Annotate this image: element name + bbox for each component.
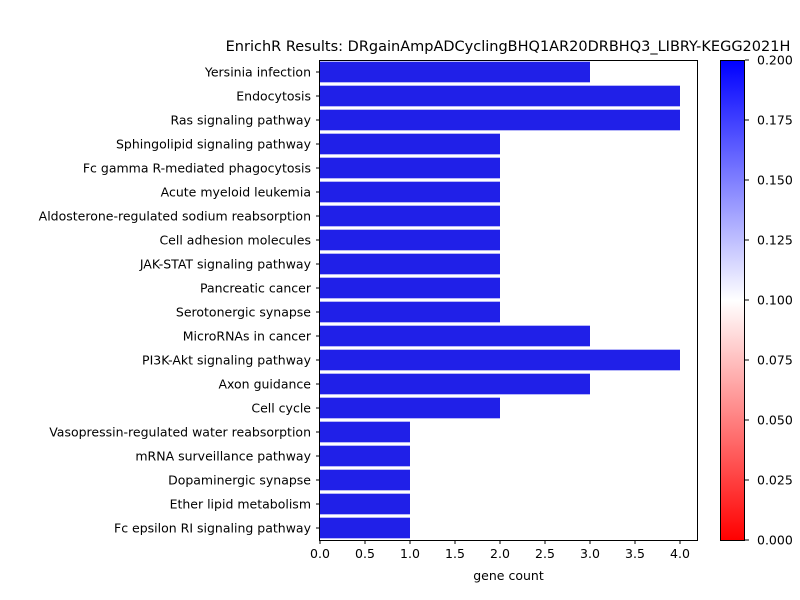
y-tick-label: Fc epsilon RI signaling pathway	[114, 521, 312, 536]
bar	[320, 373, 590, 395]
bar	[320, 349, 680, 371]
x-tick-label: 1.5	[445, 546, 465, 561]
colorbar-tick-label: 0.000	[757, 533, 793, 548]
colorbar-tick-label: 0.125	[757, 233, 793, 248]
bar	[320, 133, 500, 155]
colorbar-tick-label: 0.100	[757, 293, 793, 308]
colorbar-ticks: 0.000 0.025 0.050 0.075 0.100 0.125 0.150 0.175…	[745, 53, 793, 548]
y-tick-label: Pancreatic cancer	[200, 281, 312, 296]
y-tick-label: Serotonergic synapse	[176, 305, 311, 320]
bar	[320, 109, 680, 131]
x-axis-label: gene count	[473, 568, 544, 583]
x-tick-label: 0.0	[310, 546, 330, 561]
y-tick-label: Yersinia infection	[204, 65, 311, 80]
bar	[320, 325, 590, 347]
x-tick-label: 1.0	[400, 546, 420, 561]
y-tick-label: Sphingolipid signaling pathway	[116, 137, 312, 152]
x-tick-label: 0.5	[355, 546, 375, 561]
y-tick-label: PI3K-Akt signaling pathway	[142, 353, 312, 368]
y-tick-label: JAK-STAT signaling pathway	[139, 257, 312, 272]
y-tick-label: Ras signaling pathway	[170, 113, 311, 128]
bar	[320, 229, 500, 251]
y-tick-label: Cell cycle	[251, 401, 311, 416]
x-tick-label: 3.0	[580, 546, 600, 561]
y-tick-label: Axon guidance	[218, 377, 311, 392]
colorbar-tick-label: 0.025	[757, 473, 793, 488]
colorbar-tick-label: 0.150	[757, 173, 793, 188]
x-tick-label: 4.0	[670, 546, 690, 561]
colorbar-tick-label: 0.050	[757, 413, 793, 428]
y-tick-label: Acute myeloid leukemia	[161, 185, 311, 200]
x-tick-label: 2.5	[535, 546, 555, 561]
bar	[320, 421, 410, 443]
bar	[320, 61, 590, 83]
bar	[320, 253, 500, 275]
colorbar: 0.000 0.025 0.050 0.075 0.100 0.125 0.150 0.175…	[720, 53, 793, 548]
bars-group	[320, 61, 680, 539]
colorbar-tick-label: 0.200	[757, 53, 793, 68]
colorbar-tick-label: 0.175	[757, 113, 793, 128]
x-tick-label: 2.0	[490, 546, 510, 561]
x-axis: 0.0 0.5 1.0 1.5 2.0 2.5 3.0 3.5 4.0	[310, 540, 690, 561]
chart-title: EnrichR Results: DRgainAmpADCyclingBHQ1A…	[226, 39, 791, 55]
colorbar-gradient	[721, 61, 745, 540]
colorbar-frame	[720, 60, 745, 541]
y-tick-label: Dopaminergic synapse	[168, 473, 311, 488]
y-tick-label: mRNA surveillance pathway	[135, 449, 311, 464]
bar	[320, 181, 500, 203]
bar	[320, 85, 680, 107]
y-tick-label: MicroRNAs in cancer	[183, 329, 312, 344]
bar	[320, 205, 500, 227]
x-tick-label: 3.5	[625, 546, 645, 561]
y-tick-label: Cell adhesion molecules	[159, 233, 311, 248]
bar	[320, 493, 410, 515]
bar	[320, 277, 500, 299]
plot-frame	[319, 60, 698, 541]
bar	[320, 397, 500, 419]
y-tick-label: Aldosterone-regulated sodium reabsorptio…	[39, 209, 311, 224]
bar	[320, 445, 410, 467]
y-tick-label: Endocytosis	[236, 89, 311, 104]
colorbar-tick-label: 0.075	[757, 353, 793, 368]
y-tick-label: Ether lipid metabolism	[170, 497, 311, 512]
y-tick-labels: Yersinia infection Endocytosis Ras signali…	[39, 65, 320, 536]
bar	[320, 301, 500, 323]
bar	[320, 469, 410, 491]
y-tick-label: Fc gamma R-mediated phagocytosis	[83, 161, 311, 176]
bar	[320, 517, 410, 539]
bar	[320, 157, 500, 179]
y-tick-label: Vasopressin-regulated water reabsorption	[49, 425, 311, 440]
